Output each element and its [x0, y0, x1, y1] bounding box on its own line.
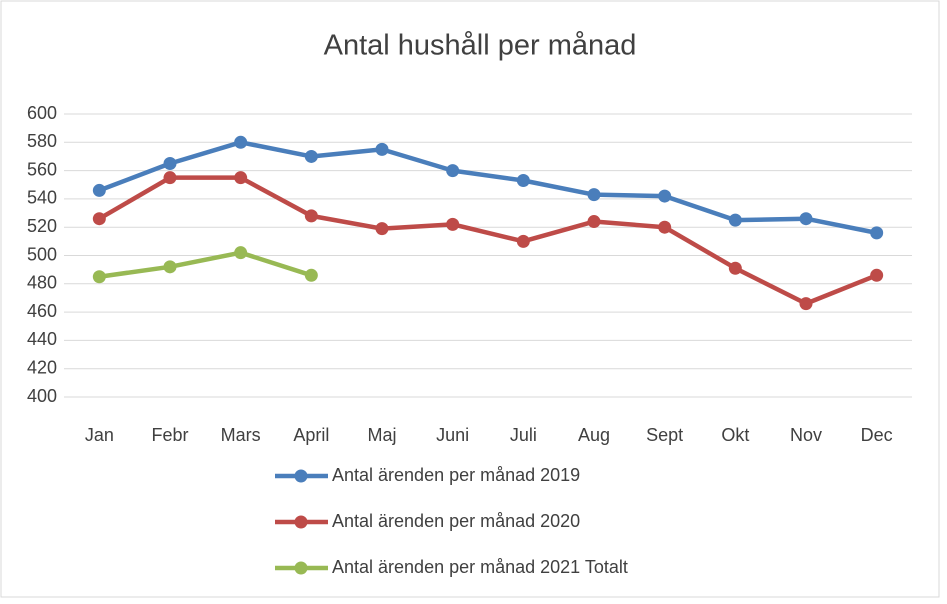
point: [163, 260, 177, 274]
point: [446, 164, 460, 178]
point: [799, 297, 813, 311]
point: [234, 246, 248, 260]
x-tick-label: Maj: [367, 425, 396, 445]
point: [658, 220, 672, 234]
point: [304, 149, 318, 163]
y-tick-label: 580: [27, 131, 57, 151]
x-tick-label: Mars: [221, 425, 261, 445]
point: [870, 226, 884, 240]
legend-marker: [294, 515, 308, 529]
point: [92, 270, 106, 284]
series-line: [97, 175, 879, 306]
point: [870, 268, 884, 282]
x-tick-label: Dec: [861, 425, 893, 445]
legend-label: Antal ärenden per månad 2019: [332, 465, 580, 485]
point: [92, 212, 106, 226]
point: [92, 183, 106, 197]
point: [234, 135, 248, 149]
point: [587, 188, 601, 202]
legend-label: Antal ärenden per månad 2021 Totalt: [332, 557, 628, 577]
x-tick-label: Nov: [790, 425, 822, 445]
x-tick-label: Sept: [646, 425, 683, 445]
point: [234, 171, 248, 185]
point: [516, 174, 530, 188]
y-tick-label: 560: [27, 159, 57, 179]
y-tick-label: 500: [27, 244, 57, 264]
legend-marker: [294, 561, 308, 575]
x-tick-label: Juli: [510, 425, 537, 445]
point: [728, 213, 742, 227]
x-tick-label: Aug: [578, 425, 610, 445]
x-tick-label: Jan: [85, 425, 114, 445]
y-tick-label: 600: [27, 103, 57, 123]
point: [375, 222, 389, 236]
point: [375, 142, 389, 156]
point: [799, 212, 813, 226]
point: [163, 157, 177, 171]
legend-marker: [294, 469, 308, 483]
point: [728, 261, 742, 275]
series-line: [97, 250, 314, 279]
y-tick-label: 420: [27, 357, 57, 377]
x-tick-label: Febr: [151, 425, 188, 445]
point: [163, 171, 177, 185]
point: [446, 217, 460, 231]
point: [587, 215, 601, 229]
y-tick-label: 520: [27, 216, 57, 236]
y-tick-label: 440: [27, 329, 57, 349]
point: [304, 209, 318, 223]
x-tick-label: April: [293, 425, 329, 445]
x-tick-label: Juni: [436, 425, 469, 445]
x-tick-label: Okt: [721, 425, 749, 445]
legend-label: Antal ärenden per månad 2020: [332, 511, 580, 531]
y-tick-label: 480: [27, 273, 57, 293]
series-line: [97, 140, 879, 236]
chart-title: Antal hushåll per månad: [324, 30, 637, 62]
y-tick-label: 460: [27, 301, 57, 321]
point: [516, 234, 530, 248]
y-tick-label: 400: [27, 386, 57, 406]
y-tick-label: 540: [27, 188, 57, 208]
point: [658, 189, 672, 203]
point: [304, 268, 318, 282]
